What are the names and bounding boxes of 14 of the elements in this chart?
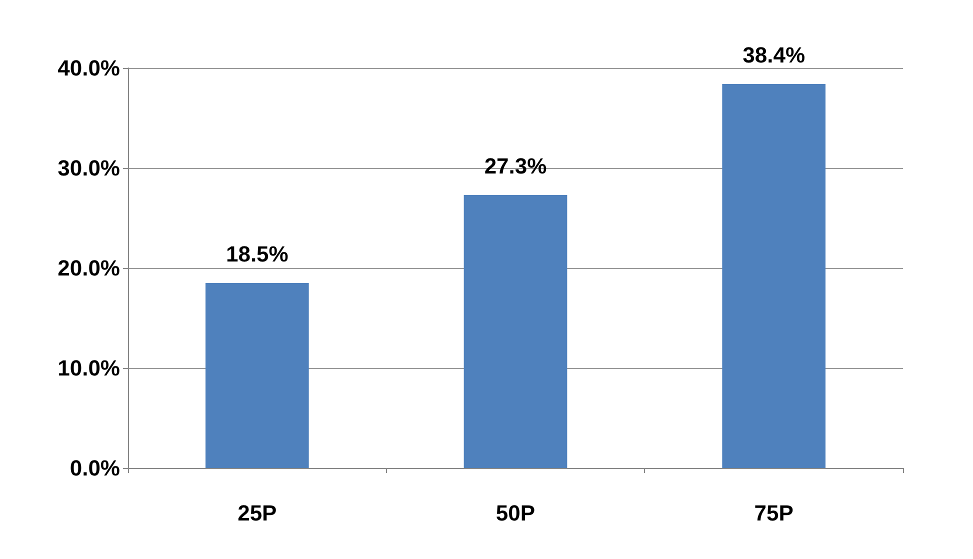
x-tick-label: 50P — [496, 500, 536, 526]
bar — [464, 195, 568, 468]
bar — [722, 84, 826, 468]
y-tick-label: 20.0% — [58, 256, 120, 280]
bar — [206, 283, 309, 468]
data-label: 38.4% — [742, 42, 806, 68]
x-tick-label: 25P — [238, 500, 277, 526]
y-tick-label: 30.0% — [58, 156, 120, 180]
y-tick-label: 10.0% — [58, 356, 120, 380]
x-tick-label: 75P — [754, 500, 794, 526]
y-tick-label: 40.0% — [58, 56, 120, 80]
data-label: 27.3% — [484, 154, 547, 178]
data-label: 18.5% — [226, 242, 288, 266]
y-tick-label: 0.0% — [70, 456, 120, 480]
